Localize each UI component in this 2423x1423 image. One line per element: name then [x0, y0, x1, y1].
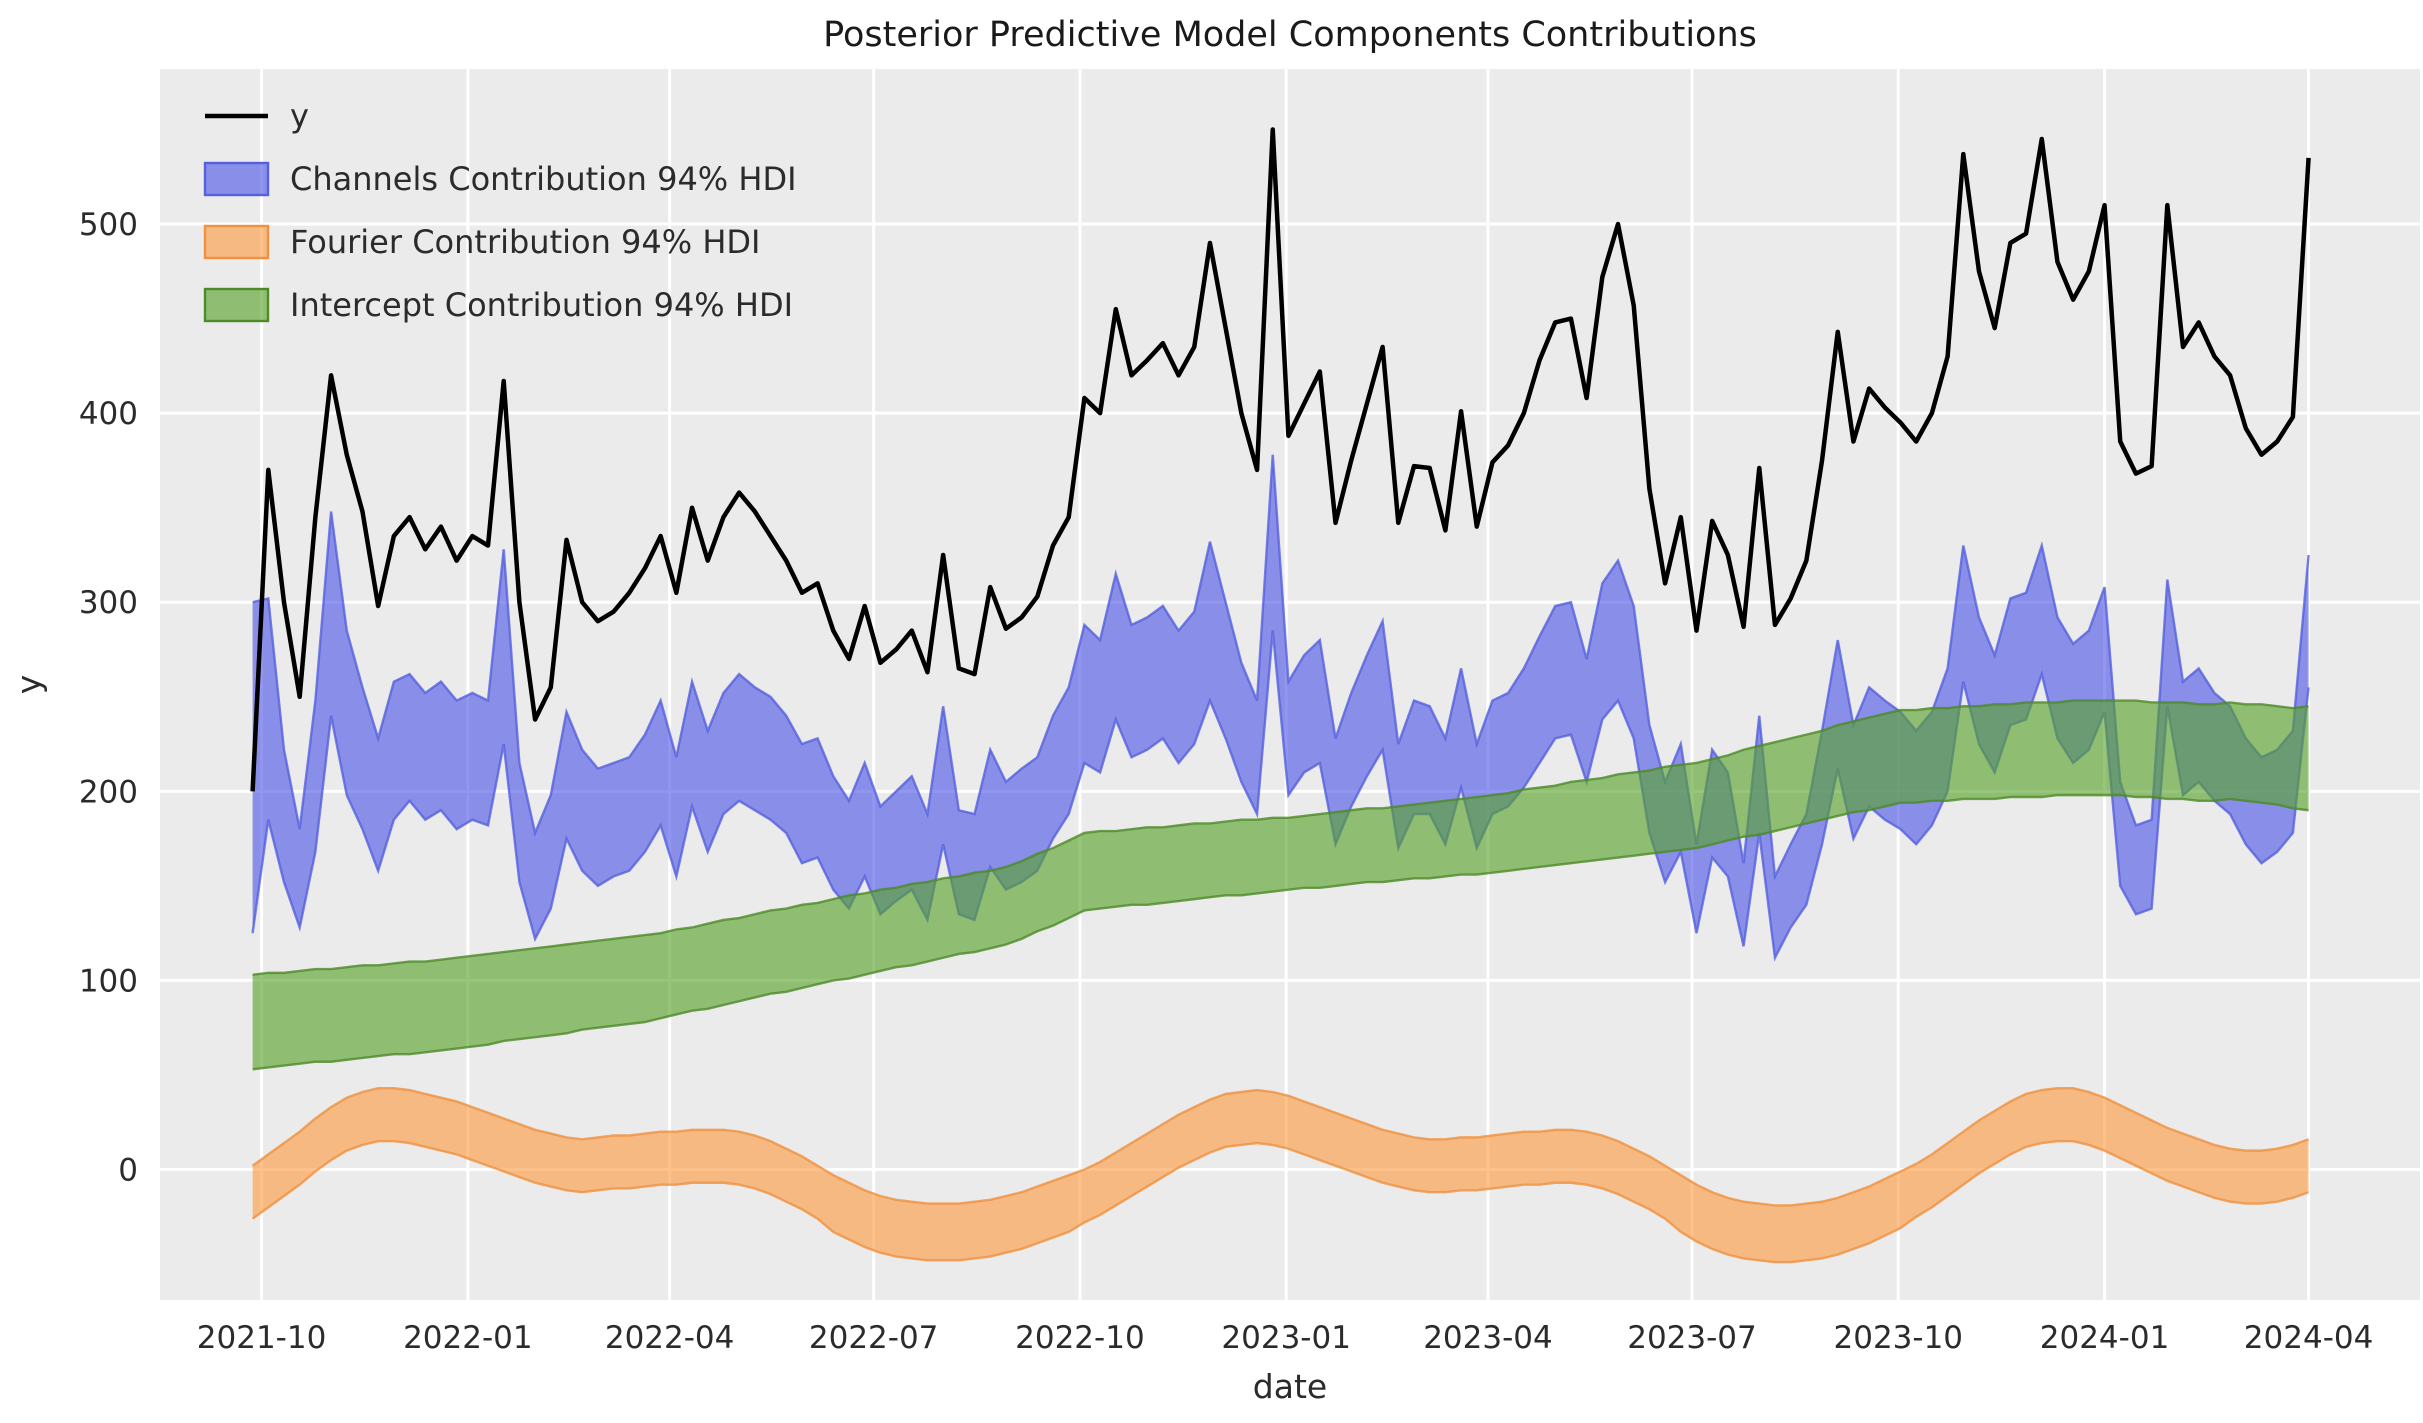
x-tick-2023-04: 2023-04 [1423, 1320, 1553, 1356]
fourier-hdi-upper-edge [251, 1087, 2309, 1207]
legend: y Channels Contribution 94% HDI Fourier Co… [203, 97, 797, 324]
intercept-hdi-lower-edge [252, 793, 2309, 1071]
x-tick-2024-04: 2024-04 [2244, 1320, 2374, 1356]
channels-hdi-lower-edge [251, 630, 2310, 962]
legend-label: Fourier Contribution 94% HDI [290, 223, 760, 261]
legend-item: Intercept Contribution 94% HDI [203, 286, 793, 324]
legend-patch-swatch [203, 224, 270, 260]
channels-hdi-upper-edge [252, 454, 2310, 881]
y-tick-100: 100 [79, 963, 138, 999]
x-tick-2023-01: 2023-01 [1221, 1320, 1351, 1356]
x-tick-2022-04: 2022-04 [605, 1320, 735, 1356]
hdi-bands [251, 454, 2310, 1264]
y-tick-labels: 0 100 200 300 400 500 [79, 207, 138, 1188]
x-tick-2022-01: 2022-01 [403, 1320, 533, 1356]
legend-patch-swatch [203, 287, 270, 323]
legend-label: y [290, 97, 309, 135]
chart-title: Posterior Predictive Model Components Co… [823, 15, 1757, 55]
y-tick-200: 200 [79, 774, 138, 810]
intercept-hdi-band [252, 700, 2309, 1070]
y-line [250, 127, 2311, 792]
x-axis-label: date [1253, 1367, 1327, 1406]
data-lines [250, 127, 2311, 792]
y-tick-400: 400 [79, 396, 138, 432]
x-tick-2022-10: 2022-10 [1015, 1320, 1145, 1356]
x-tick-2024-01: 2024-01 [2040, 1320, 2170, 1356]
fourier-hdi-band [252, 1088, 2309, 1263]
legend-patch-swatch [203, 161, 270, 197]
x-tick-labels: 2021-10 2022-01 2022-04 2022-07 2022-10 2023-… [197, 1320, 2374, 1356]
legend-label: Channels Contribution 94% HDI [290, 160, 797, 198]
legend-item: y [205, 97, 309, 135]
intercept-hdi-upper-edge [252, 699, 2309, 976]
legend-label: Intercept Contribution 94% HDI [290, 286, 793, 324]
y-tick-0: 0 [118, 1153, 138, 1189]
x-tick-2021-10: 2021-10 [197, 1320, 327, 1356]
y-tick-500: 500 [79, 207, 138, 243]
x-tick-2023-07: 2023-07 [1627, 1320, 1757, 1356]
legend-item: Channels Contribution 94% HDI [203, 160, 797, 198]
x-tick-2022-07: 2022-07 [809, 1320, 939, 1356]
y-axis-label: y [9, 675, 48, 695]
legend-item: Fourier Contribution 94% HDI [203, 223, 760, 261]
x-tick-2023-10: 2023-10 [1834, 1320, 1964, 1356]
y-tick-300: 300 [79, 585, 138, 621]
fourier-hdi-lower-edge [251, 1139, 2309, 1264]
